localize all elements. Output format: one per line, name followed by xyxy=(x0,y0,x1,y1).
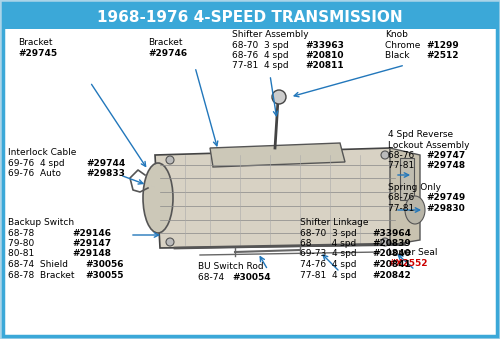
Text: #20840: #20840 xyxy=(372,250,410,259)
Text: Interlock Cable: Interlock Cable xyxy=(8,148,76,157)
Text: Shifter Assembly: Shifter Assembly xyxy=(232,30,308,39)
Text: #1299: #1299 xyxy=(426,40,459,49)
Text: 80-81: 80-81 xyxy=(8,250,63,259)
Text: #29833: #29833 xyxy=(86,169,125,178)
Circle shape xyxy=(166,238,174,246)
Text: #30054: #30054 xyxy=(232,273,270,281)
Circle shape xyxy=(272,90,286,104)
Text: #29830: #29830 xyxy=(426,204,465,213)
Text: 69-73  4 spd: 69-73 4 spd xyxy=(300,250,362,259)
Text: Bracket: Bracket xyxy=(18,38,52,47)
Text: #X2552: #X2552 xyxy=(388,259,428,267)
Text: Bracket: Bracket xyxy=(148,38,182,47)
Text: #30055: #30055 xyxy=(85,271,124,279)
Text: Knob: Knob xyxy=(385,30,408,39)
Circle shape xyxy=(381,151,389,159)
Ellipse shape xyxy=(143,163,173,233)
Text: #20841: #20841 xyxy=(372,260,411,269)
Polygon shape xyxy=(155,148,405,248)
Text: 68-78  Bracket: 68-78 Bracket xyxy=(8,271,78,279)
Polygon shape xyxy=(390,148,420,245)
Text: 68-76  4 spd: 68-76 4 spd xyxy=(232,51,294,60)
Text: 77-81  4 spd: 77-81 4 spd xyxy=(300,271,362,279)
Text: #29745: #29745 xyxy=(18,48,57,58)
Text: #29744: #29744 xyxy=(86,159,125,167)
Text: Spring Only: Spring Only xyxy=(388,183,441,192)
Bar xyxy=(400,158,414,200)
Text: 68-70  3 spd: 68-70 3 spd xyxy=(232,40,294,49)
Text: 68-74: 68-74 xyxy=(198,273,230,281)
Text: 69-76  4 spd: 69-76 4 spd xyxy=(8,159,70,167)
Text: #20839: #20839 xyxy=(372,239,411,248)
Text: #33963: #33963 xyxy=(305,40,344,49)
Text: 68-70  3 spd: 68-70 3 spd xyxy=(300,228,362,238)
Text: #29748: #29748 xyxy=(426,161,465,171)
Text: 1968-1976 4-SPEED TRANSMISSION: 1968-1976 4-SPEED TRANSMISSION xyxy=(97,9,403,24)
Text: 68-76: 68-76 xyxy=(388,151,420,160)
Ellipse shape xyxy=(405,196,425,224)
Text: #33964: #33964 xyxy=(372,228,411,238)
Text: #2512: #2512 xyxy=(426,51,458,60)
Text: 77-81: 77-81 xyxy=(388,204,420,213)
Text: Chrome: Chrome xyxy=(385,40,423,49)
Bar xyxy=(3,3,497,29)
Text: 69-76  Auto: 69-76 Auto xyxy=(8,169,70,178)
Text: 79-80: 79-80 xyxy=(8,239,63,248)
Text: 68-74  Shield: 68-74 Shield xyxy=(8,260,74,269)
Text: #20810: #20810 xyxy=(305,51,344,60)
Text: BU Switch Rod: BU Switch Rod xyxy=(198,262,264,271)
Text: 77-81  4 spd: 77-81 4 spd xyxy=(232,61,294,71)
Text: 74-76  4 spd: 74-76 4 spd xyxy=(300,260,362,269)
Circle shape xyxy=(381,238,389,246)
Text: 68       4 spd: 68 4 spd xyxy=(300,239,362,248)
Circle shape xyxy=(166,156,174,164)
Text: #29146: #29146 xyxy=(72,228,111,238)
Text: Shifter Linkage: Shifter Linkage xyxy=(300,218,368,227)
Text: #29747: #29747 xyxy=(426,151,465,160)
Text: 68-78: 68-78 xyxy=(8,228,63,238)
Text: #29746: #29746 xyxy=(148,48,187,58)
Text: #29148: #29148 xyxy=(72,250,111,259)
Text: #20842: #20842 xyxy=(372,271,411,279)
Text: #29749: #29749 xyxy=(426,194,465,202)
Text: #29147: #29147 xyxy=(72,239,111,248)
Text: #30056: #30056 xyxy=(85,260,124,269)
Text: 4 Spd Reverse: 4 Spd Reverse xyxy=(388,130,453,139)
Text: Lockout Assembly: Lockout Assembly xyxy=(388,140,469,149)
Text: 68-76: 68-76 xyxy=(388,194,420,202)
Text: Backup Switch: Backup Switch xyxy=(8,218,74,227)
Text: 77-81: 77-81 xyxy=(388,161,420,171)
Text: Lower Seal: Lower Seal xyxy=(388,248,438,257)
Polygon shape xyxy=(210,143,345,167)
Text: Black: Black xyxy=(385,51,421,60)
Text: #20811: #20811 xyxy=(305,61,344,71)
